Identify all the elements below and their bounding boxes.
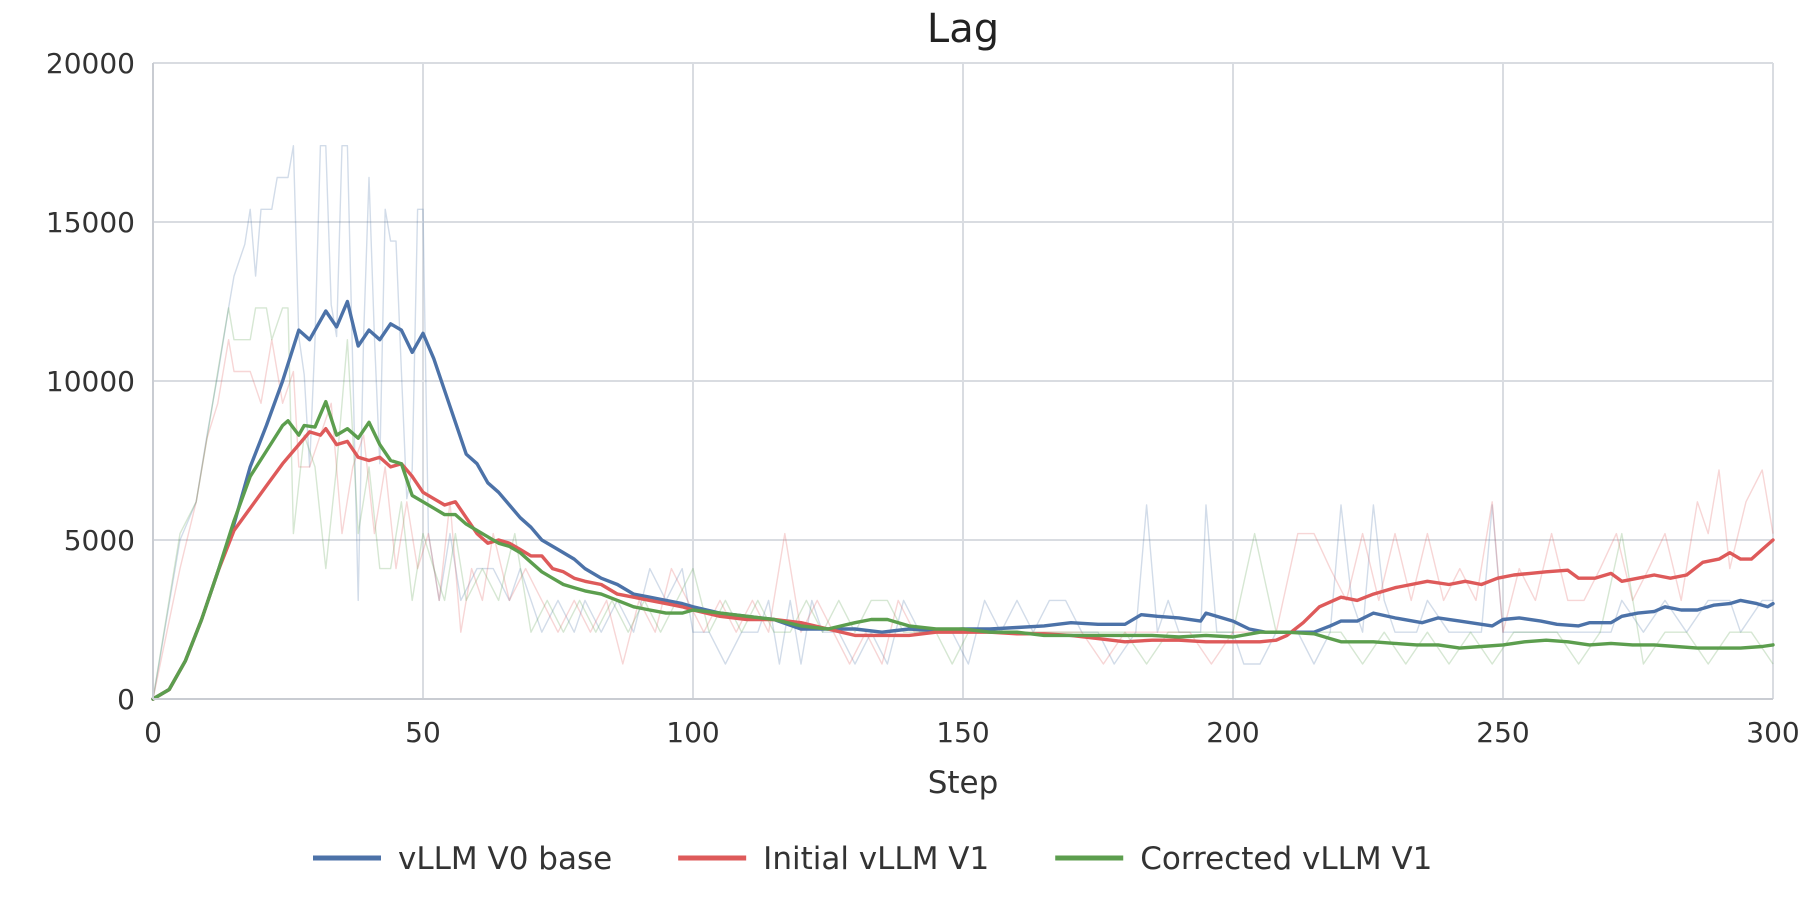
y-tick-label: 10000 bbox=[46, 365, 135, 398]
legend-label-1: Initial vLLM V1 bbox=[763, 841, 989, 877]
x-tick-label: 50 bbox=[405, 716, 441, 749]
x-tick-label: 200 bbox=[1206, 716, 1259, 749]
raw-line-series-2 bbox=[152, 307, 1774, 700]
grid bbox=[153, 62, 1774, 699]
x-tick-label: 150 bbox=[936, 716, 989, 749]
axes bbox=[152, 63, 1773, 700]
smoothed-line-series-0 bbox=[151, 299, 1775, 701]
y-tick-label: 20000 bbox=[46, 47, 135, 80]
raw-line-series-0 bbox=[152, 144, 1773, 700]
chart-title: Lag bbox=[927, 6, 999, 52]
x-tick-label: 300 bbox=[1746, 716, 1799, 749]
smoothed-line-series-2 bbox=[151, 400, 1775, 701]
x-tick-label: 100 bbox=[666, 716, 719, 749]
legend: vLLM V0 base Initial vLLM V1 Corrected vLL… bbox=[313, 841, 1432, 877]
smoothed-series-lines bbox=[151, 299, 1775, 701]
y-tick-label: 5000 bbox=[64, 524, 135, 557]
x-tick-label: 250 bbox=[1476, 716, 1529, 749]
tick-labels: 0 50 100 150 200 250 300 0 5000 10000 15000 20000 bbox=[46, 47, 1800, 749]
y-tick-label: 0 bbox=[117, 683, 135, 716]
y-tick-label: 15000 bbox=[46, 206, 135, 239]
x-tick-label: 0 bbox=[144, 716, 162, 749]
legend-label-0: vLLM V0 base bbox=[398, 841, 612, 877]
raw-series-lines bbox=[152, 144, 1774, 700]
legend-label-2: Corrected vLLM V1 bbox=[1140, 841, 1432, 877]
x-axis-title: Step bbox=[928, 765, 999, 801]
smoothed-line-series-1 bbox=[151, 427, 1775, 701]
raw-line-series-1 bbox=[152, 339, 1774, 700]
